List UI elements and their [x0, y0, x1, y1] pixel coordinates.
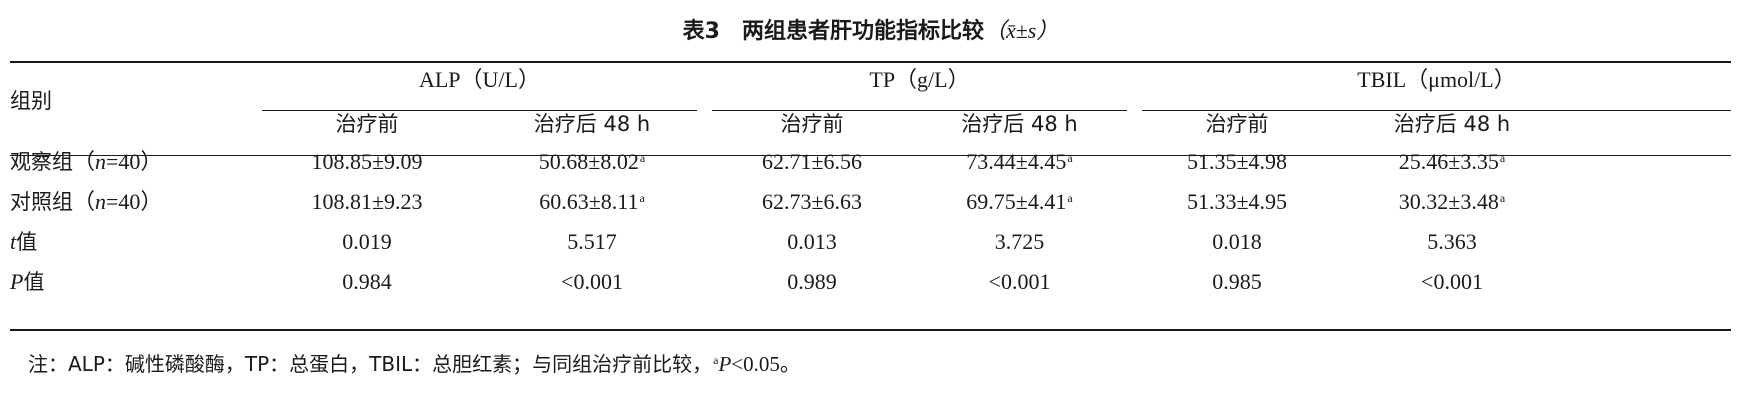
table-cell: 69.75±4.41a — [912, 187, 1127, 217]
tbil-header: TBIL（μmol/L） — [1357, 67, 1516, 92]
table-title: 表3 两组患者肝功能指标比较（x̄±s） — [0, 16, 1741, 47]
cell-value: 60.63±8.11 — [539, 189, 639, 214]
row-label-text: 对照组 — [10, 190, 73, 214]
row-label-n: n — [95, 189, 107, 214]
table-cell: 0.019 — [342, 229, 392, 254]
table-cell: 0.018 — [1212, 229, 1262, 254]
superscript-mark: a — [1499, 191, 1506, 205]
table-cell: 51.35±4.98 — [1142, 147, 1332, 177]
tp-after-header: 治疗后 48 h — [961, 112, 1078, 136]
table-header-rule — [10, 155, 1731, 156]
table-cell: 0.984 — [342, 269, 392, 294]
alp-group-rule — [262, 110, 697, 111]
table-cell: 62.71±6.56 — [712, 147, 912, 177]
cell-value: 30.32±3.48 — [1398, 189, 1499, 214]
table-cell: <0.001 — [561, 269, 623, 294]
row-label-text: 观察组 — [10, 150, 73, 174]
alp-header: ALP（U/L） — [418, 67, 540, 92]
footnote-mark: a — [713, 353, 719, 367]
tbil-group-rule — [1142, 110, 1731, 111]
superscript-mark: a — [1499, 151, 1506, 165]
table-title-label: 表3 两组患者肝功能指标比较 — [682, 19, 984, 44]
row-label-observation: 观察组（n=40） — [10, 147, 162, 177]
table-cell: 3.725 — [994, 229, 1045, 254]
table-cell: 108.81±9.23 — [262, 187, 472, 217]
cell-value: 51.33±4.95 — [1186, 189, 1288, 214]
row-label-paren: （ — [73, 189, 96, 214]
cell-value: 108.85±9.09 — [311, 149, 423, 174]
tp-group-rule — [712, 110, 1127, 111]
row-label-p: P值 — [10, 267, 44, 297]
table-top-rule — [10, 61, 1731, 63]
alp-before-header: 治疗前 — [335, 112, 399, 136]
row-label-paren: （ — [73, 149, 96, 174]
superscript-mark: a — [1067, 191, 1073, 205]
table-cell: 30.32±3.48a — [1332, 187, 1572, 217]
table-cell: 5.517 — [567, 229, 617, 254]
table-cell: 0.985 — [1212, 269, 1262, 294]
tbil-after-header: 治疗后 48 h — [1393, 112, 1511, 136]
superscript-mark: a — [639, 151, 646, 165]
cell-value: 25.46±3.35 — [1398, 149, 1499, 174]
footnote-p-var: P — [718, 352, 732, 376]
cell-value: 50.68±8.02 — [538, 149, 639, 174]
alp-after-header: 治疗后 48 h — [533, 112, 651, 136]
row-label-text: 值 — [23, 270, 45, 294]
row-label-control: 对照组（n=40） — [10, 187, 162, 217]
group-column-header: 组别 — [10, 89, 52, 113]
row-label-t: t值 — [10, 227, 37, 257]
table-bottom-rule — [10, 329, 1731, 331]
table-cell: 0.989 — [787, 269, 837, 294]
table-cell: 60.63±8.11a — [487, 187, 697, 217]
cell-value: 69.75±4.41 — [966, 189, 1067, 214]
row-label-text: 值 — [16, 230, 38, 254]
footnote-text: 注：ALP：碱性磷酸酶，TP：总蛋白，TBIL：总胆红素；与同组治疗前比较， — [28, 352, 713, 376]
cell-value: 108.81±9.23 — [311, 189, 423, 214]
table-cell: 50.68±8.02a — [487, 147, 697, 177]
table-cell: 0.013 — [787, 229, 837, 254]
table-cell: <0.001 — [988, 269, 1051, 294]
row-label-count: =40） — [106, 149, 163, 174]
cell-value: 62.73±6.63 — [761, 189, 863, 214]
cell-value: 51.35±4.98 — [1186, 149, 1288, 174]
table-cell: 51.33±4.95 — [1142, 187, 1332, 217]
row-label-t-var: t — [10, 229, 17, 254]
cell-value: 62.71±6.56 — [761, 149, 863, 174]
row-label-p-var: P — [10, 269, 24, 294]
row-label-n: n — [95, 149, 107, 174]
superscript-mark: a — [1067, 151, 1073, 165]
footnote-threshold: <0.05。 — [731, 352, 801, 376]
table-cell: <0.001 — [1421, 269, 1483, 294]
tp-before-header: 治疗前 — [780, 112, 844, 136]
cell-value: 73.44±4.45 — [966, 149, 1067, 174]
table-title-stat: （x̄±s） — [983, 18, 1059, 43]
row-label-count: =40） — [106, 189, 163, 214]
tp-header: TP（g/L） — [869, 67, 970, 92]
table-cell: 5.363 — [1427, 229, 1477, 254]
table-cell: 25.46±3.35a — [1332, 147, 1572, 177]
table-cell: 73.44±4.45a — [912, 147, 1127, 177]
table-cell: 62.73±6.63 — [712, 187, 912, 217]
table-footnote: 注：ALP：碱性磷酸酶，TP：总蛋白，TBIL：总胆红素；与同组治疗前比较，aP… — [28, 349, 801, 379]
table-cell: 108.85±9.09 — [262, 147, 472, 177]
superscript-mark: a — [639, 191, 645, 205]
tbil-before-header: 治疗前 — [1205, 112, 1269, 136]
